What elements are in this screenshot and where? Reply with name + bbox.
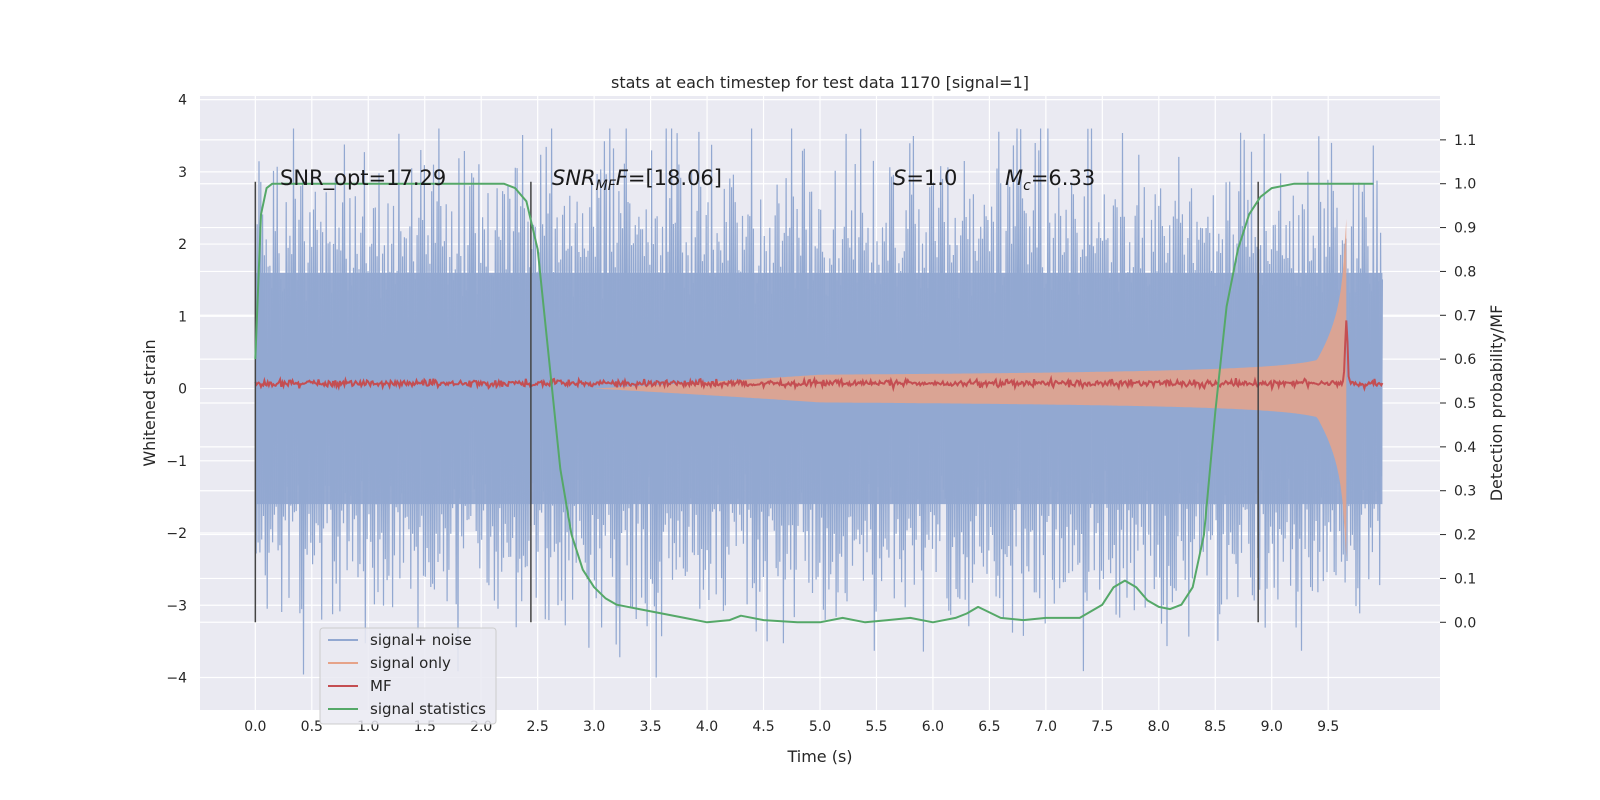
x-tick-18: 9.0	[1261, 719, 1283, 735]
snr-mf-value: [18.06]	[645, 166, 722, 190]
x-tick-7: 3.5	[639, 719, 661, 735]
snr-mf-f: F	[616, 166, 629, 190]
annotation-snr-opt: SNR_opt=17.29	[280, 166, 446, 191]
y2-tick-8: 0.3	[1454, 484, 1476, 500]
s-stat-value: =1.0	[906, 166, 957, 190]
y2-tick-6: 0.5	[1454, 396, 1476, 412]
x-tick-15: 7.5	[1091, 719, 1113, 735]
snr-mf-sub: MF	[596, 178, 617, 194]
annotation-mc: Mc=6.33	[1005, 166, 1095, 194]
x-tick-5: 2.5	[527, 719, 549, 735]
x-tick-0: 0.0	[244, 719, 266, 735]
x-tick-9: 4.5	[752, 719, 774, 735]
y-tick-6: −2	[166, 526, 187, 542]
snr-mf-lhs: SNR	[552, 166, 596, 190]
legend-label-signal-only: signal only	[370, 654, 451, 672]
legend-label-mf: MF	[370, 677, 392, 695]
x-tick-12: 6.0	[922, 719, 944, 735]
y-axis-label: Whitened strain	[140, 339, 159, 466]
x-tick-17: 8.5	[1204, 719, 1226, 735]
mf-line	[254, 320, 1384, 393]
y2-tick-2: 0.9	[1454, 221, 1476, 237]
x-tick-19: 9.5	[1317, 719, 1339, 735]
series-signal-statistics	[254, 182, 1374, 624]
s-stat-lhs: S	[893, 166, 906, 190]
y-tick-8: −4	[166, 670, 187, 686]
y2-tick-9: 0.2	[1454, 528, 1476, 544]
y2-axis-label: Detection probability/MF	[1487, 305, 1506, 502]
x-axis-label: Time (s)	[786, 747, 852, 766]
y2-tick-5: 0.6	[1454, 352, 1476, 368]
y2-tick-11: 0.0	[1454, 615, 1476, 631]
y-tick-labels: 4 3 2 1 0 −1 −2 −3 −4	[166, 93, 187, 687]
legend-label-signal-statistics: signal statistics	[370, 700, 486, 718]
y2-tick-labels: 1.1 1.0 0.9 0.8 0.7 0.6 0.5 0.4 0.3 0.2 0.1 0.0	[1440, 133, 1476, 631]
y-tick-5: −1	[166, 454, 187, 470]
legend: signal+ noise signal only MF signal stat…	[319, 627, 497, 725]
x-tick-1: 0.5	[301, 719, 323, 735]
mc-sub: c	[1023, 178, 1031, 194]
y-tick-0: 4	[178, 93, 187, 109]
chirp-envelope	[594, 218, 1347, 559]
series-signal-only	[594, 218, 1347, 559]
y2-tick-4: 0.7	[1454, 308, 1476, 324]
y-tick-7: −3	[166, 598, 187, 614]
x-tick-8: 4.0	[696, 719, 718, 735]
noise-line	[254, 128, 1383, 678]
y-tick-1: 3	[178, 165, 187, 181]
y-tick-2: 2	[178, 237, 187, 253]
snr-mf-eq: =	[628, 166, 646, 190]
mc-lhs: M	[1005, 166, 1023, 190]
annotation-snr-mf: SNRMFF=[18.06]	[552, 166, 722, 194]
x-tick-14: 7.0	[1035, 719, 1057, 735]
x-tick-labels: 0.0 0.5 1.0 1.5 2.0 2.5 3.0 3.5 4.0 4.5 5.0 5.5 6.0 6…	[244, 719, 1339, 735]
x-tick-11: 5.5	[865, 719, 887, 735]
vlines	[254, 181, 1259, 623]
prob-line	[254, 182, 1374, 624]
y2-tick-7: 0.4	[1454, 440, 1476, 456]
mc-value: =6.33	[1031, 166, 1095, 190]
x-tick-6: 3.0	[583, 719, 605, 735]
x-tick-10: 5.0	[809, 719, 831, 735]
x-tick-16: 8.0	[1148, 719, 1170, 735]
chart-title: stats at each timestep for test data 117…	[611, 73, 1029, 92]
series-mf	[254, 320, 1384, 393]
y2-tick-0: 1.1	[1454, 133, 1476, 149]
y-tick-4: 0	[178, 382, 187, 398]
x-tick-13: 6.5	[978, 719, 1000, 735]
legend-label-signal-noise: signal+ noise	[370, 631, 472, 649]
y2-tick-10: 0.1	[1454, 571, 1476, 587]
annotation-s-stat: S=1.0	[893, 166, 957, 190]
y2-tick-3: 0.8	[1454, 264, 1476, 280]
y2-tick-1: 1.0	[1454, 177, 1476, 193]
legend-box	[319, 627, 497, 725]
y-tick-3: 1	[178, 309, 187, 325]
